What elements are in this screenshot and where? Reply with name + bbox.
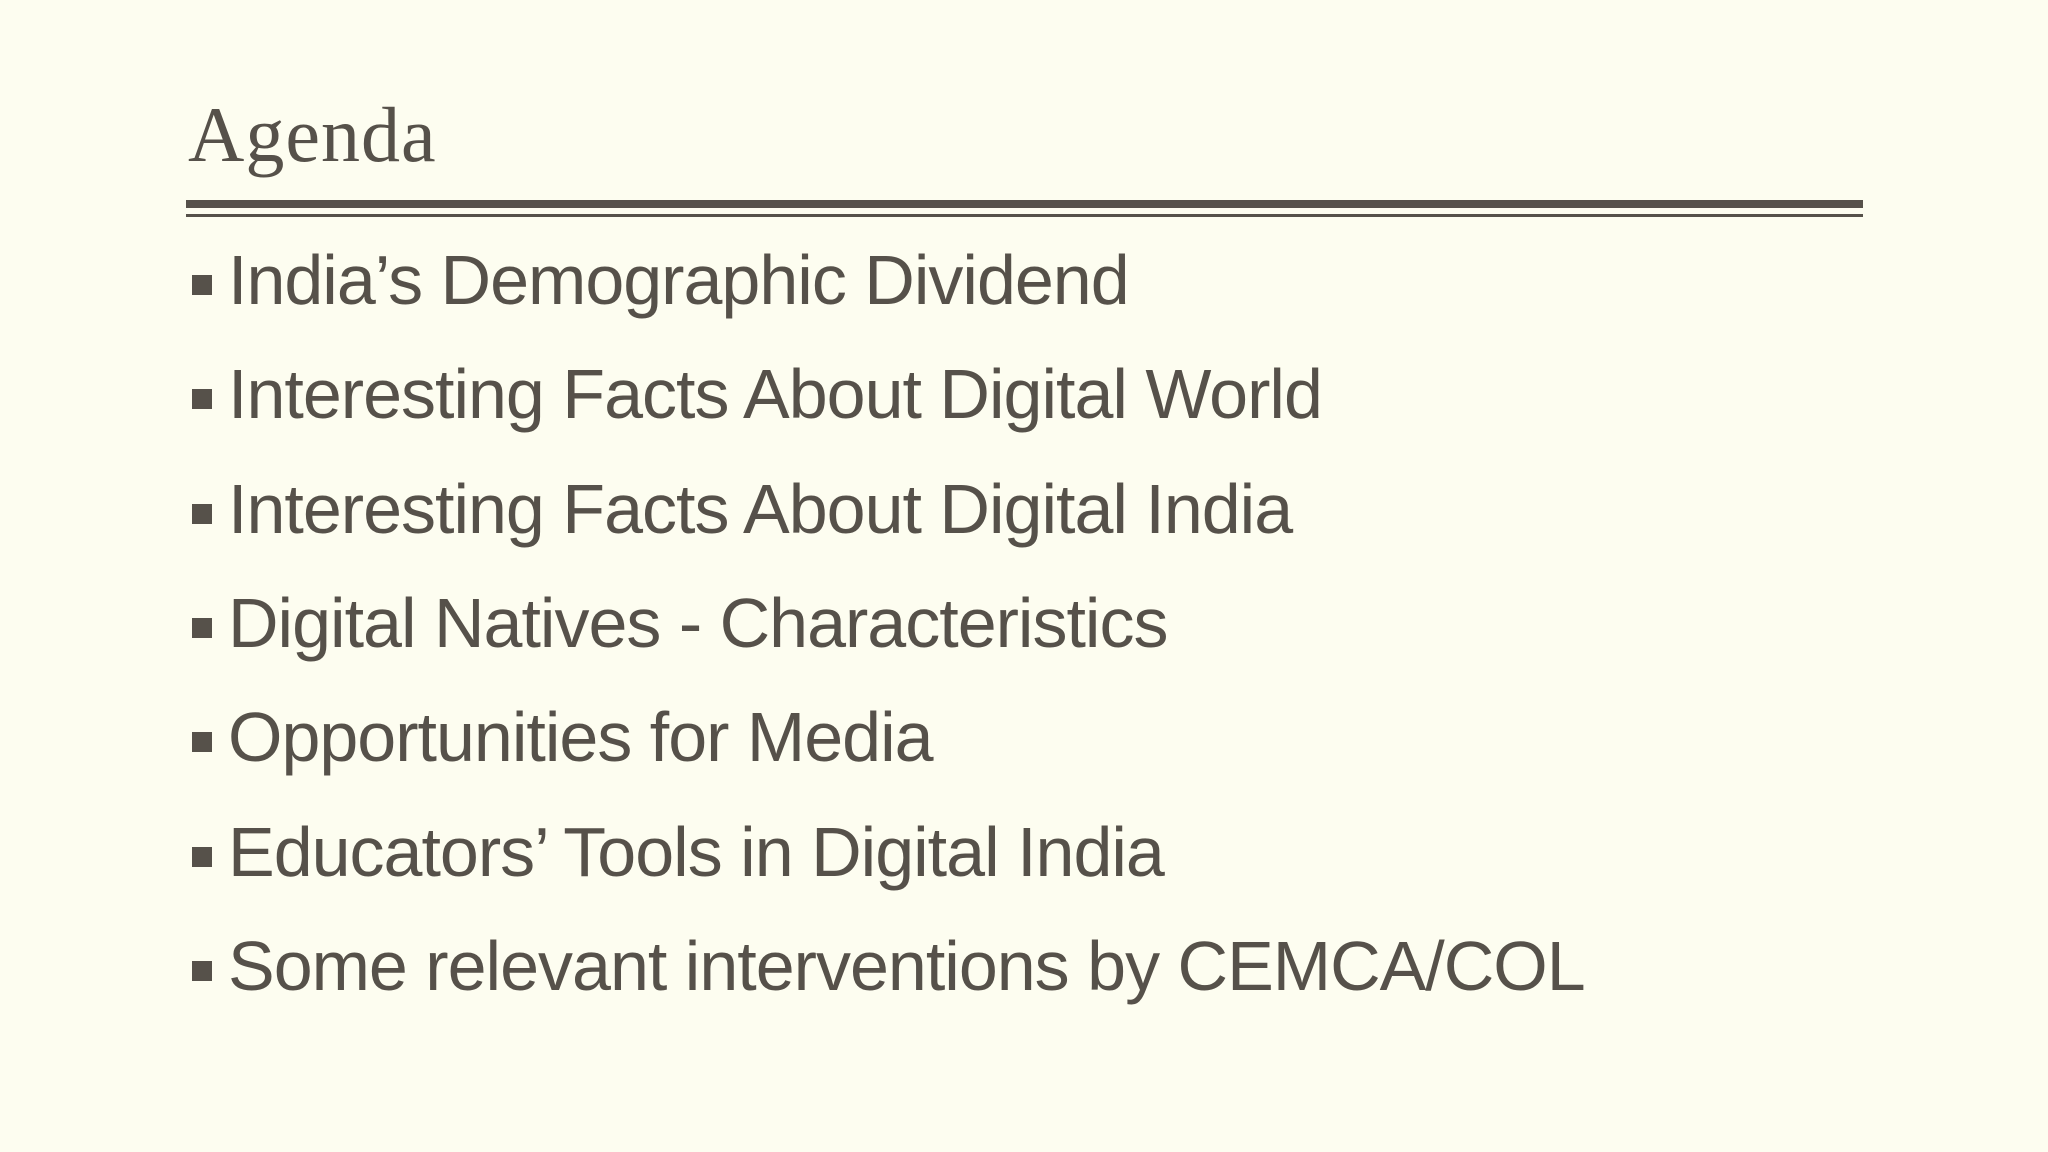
agenda-item-text: Opportunities for Media <box>228 698 934 777</box>
agenda-item-text: Some relevant interventions by CEMCA/COL <box>228 926 1586 1005</box>
agenda-item-text: Interesting Facts About Digital World <box>228 355 1323 434</box>
agenda-item: Digital Natives - Characteristics <box>192 566 1585 680</box>
agenda-item: Interesting Facts About Digital India <box>192 452 1585 566</box>
agenda-item: Interesting Facts About Digital World <box>192 337 1585 451</box>
agenda-item: Educators’ Tools in Digital India <box>192 794 1585 908</box>
agenda-item: India’s Demographic Dividend <box>192 223 1585 337</box>
slide-title: Agenda <box>188 91 437 178</box>
agenda-item: Some relevant interventions by CEMCA/COL <box>192 909 1586 1023</box>
agenda-item: Opportunities for Media <box>192 680 1585 794</box>
bullet-square-icon <box>192 846 212 867</box>
agenda-item-text: Digital Natives - Characteristics <box>228 584 1168 663</box>
agenda-item-text: Interesting Facts About Digital India <box>228 469 1293 548</box>
bullet-square-icon <box>192 275 212 296</box>
title-underline-rule <box>186 200 1863 217</box>
bullet-square-icon <box>192 960 212 981</box>
bullet-square-icon <box>192 618 212 639</box>
bullet-square-icon <box>192 389 212 410</box>
bullet-square-icon <box>192 732 212 753</box>
agenda-item-text: India’s Demographic Dividend <box>228 241 1130 320</box>
agenda-item-text: Educators’ Tools in Digital India <box>228 812 1165 891</box>
bullet-square-icon <box>192 503 212 524</box>
agenda-list: India’s Demographic Dividend Interesting… <box>192 223 1586 1023</box>
